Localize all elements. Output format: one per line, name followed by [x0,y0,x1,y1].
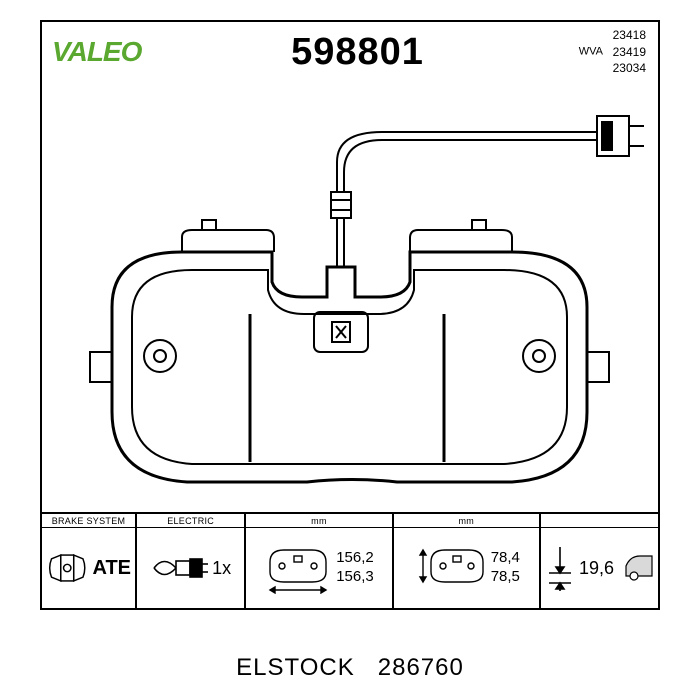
brand-logo-text: VALEO [52,36,141,67]
spec-thickness: 19,6 [541,514,658,608]
car-side-icon [624,548,654,588]
spec-title: mm [394,514,539,528]
spec-brake-system: BRAKE SYSTEM ATE [42,514,137,608]
spec-height: mm 78,4 78,5 [394,514,541,608]
wva-code: 23034 [613,60,646,77]
wva-block: WVA 23418 23419 23034 [538,27,658,77]
wva-code: 23419 [613,44,646,61]
spec-title: BRAKE SYSTEM [42,514,135,528]
electric-count: 1x [212,558,231,579]
caliper-icon [46,548,88,588]
footer-code: 286760 [378,654,464,681]
dim-value: 78,4 [491,549,520,568]
thickness-icon [545,543,575,593]
part-number: 598801 [177,31,538,74]
datasheet: VALEO 598801 WVA 23418 23419 23034 [40,20,660,610]
spec-electric: ELECTRIC 1x [137,514,246,608]
thickness-value: 19,6 [579,558,620,579]
footer: ELSTOCK 286760 [0,654,700,682]
brand-logo: VALEO [42,36,177,68]
footer-brand: ELSTOCK [236,654,355,681]
technical-drawing [42,82,658,512]
brake-system-value: ATE [92,557,131,580]
wva-label: WVA [579,44,603,59]
header-row: VALEO 598801 WVA 23418 23419 23034 [42,22,658,82]
spec-title: mm [246,514,391,528]
spec-strip: BRAKE SYSTEM ATE ELECTRIC [42,512,658,608]
dim-value: 156,2 [336,549,374,568]
dim-value: 156,3 [336,568,374,587]
wva-codes: 23418 23419 23034 [613,27,646,77]
brake-pad-drawing-svg [42,82,662,512]
width-values: 156,2 156,3 [336,549,374,587]
pad-width-icon [264,542,332,594]
spec-title [541,514,658,528]
sensor-plug-icon [150,551,208,585]
pad-height-icon [413,542,487,594]
wva-code: 23418 [613,27,646,44]
height-values: 78,4 78,5 [491,549,520,587]
spec-width: mm 156,2 156,3 [246,514,393,608]
spec-title: ELECTRIC [137,514,244,528]
dim-value: 78,5 [491,568,520,587]
